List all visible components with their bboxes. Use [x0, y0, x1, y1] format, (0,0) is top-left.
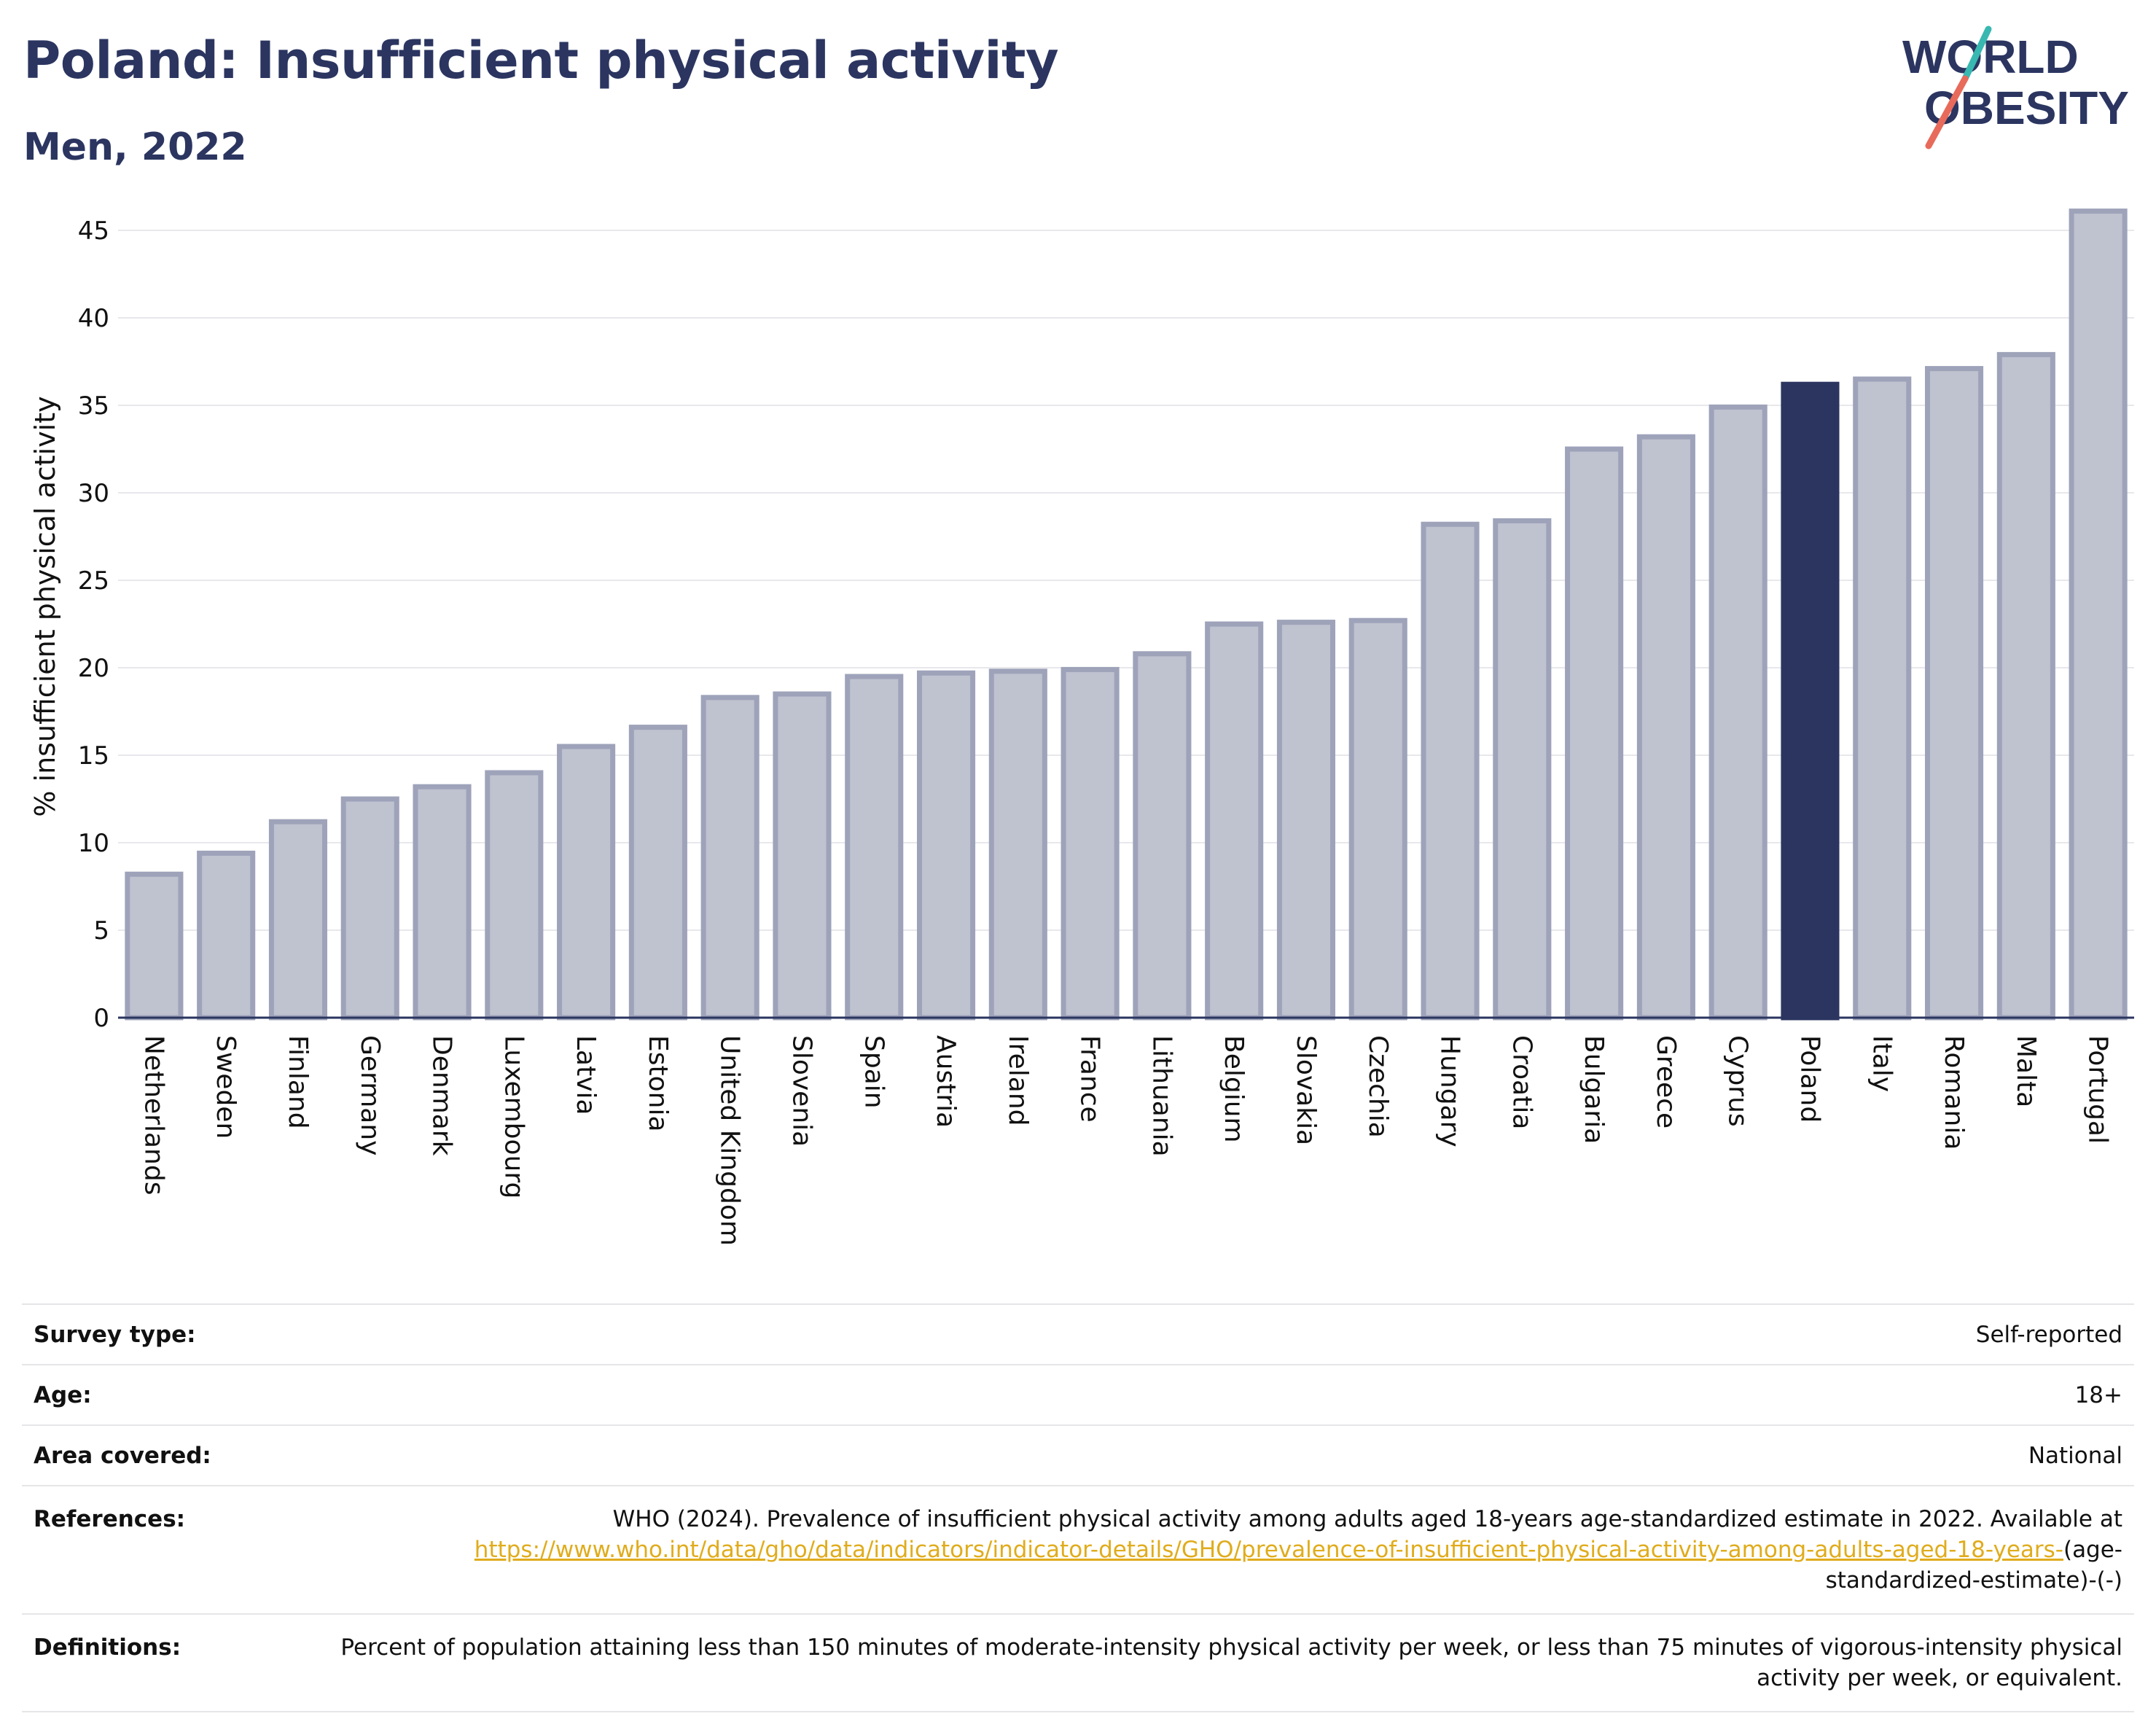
y-tick-label: 15	[78, 741, 109, 771]
x-tick-label: Germany	[355, 1035, 385, 1155]
bar-denmark	[413, 784, 472, 1021]
x-tick-label: Greece	[1651, 1035, 1681, 1128]
x-tick-label: Malta	[2011, 1035, 2041, 1107]
info-row-references: References: WHO (2024). Prevalence of in…	[22, 1485, 2134, 1613]
y-axis-label: % insufficient physical activity	[29, 396, 61, 816]
x-tick-label: Croatia	[1507, 1035, 1536, 1129]
bar-hungary	[1421, 521, 1480, 1021]
age-label: Age:	[34, 1381, 92, 1408]
y-tick-label: 5	[93, 916, 109, 946]
x-tick-label: Czechia	[1363, 1035, 1393, 1138]
bar-romania	[1924, 366, 1984, 1021]
references-suffix: (age-standardized-estimate)-(-)	[1825, 1537, 2122, 1594]
x-tick-label: Slovakia	[1291, 1035, 1321, 1145]
x-tick-label: Lithuania	[1147, 1035, 1176, 1157]
x-tick-label: Cyprus	[1723, 1035, 1753, 1127]
x-tick-label: Portugal	[2083, 1035, 2113, 1144]
logo-slash-bottom	[1925, 75, 1969, 149]
x-tick-label: Estonia	[643, 1035, 673, 1132]
y-tick-label: 40	[78, 304, 109, 333]
bar-bulgaria	[1565, 446, 1624, 1021]
x-tick-label: Poland	[1794, 1035, 1824, 1123]
x-tick-label: United Kingdom	[715, 1035, 745, 1246]
definitions-label: Definitions:	[34, 1634, 181, 1661]
x-tick-label: Luxembourg	[499, 1035, 528, 1198]
x-tick-label: France	[1075, 1035, 1105, 1123]
bar-cyprus	[1708, 404, 1768, 1021]
x-tick-label: Denmark	[427, 1035, 457, 1156]
bar-netherlands	[125, 871, 184, 1021]
x-tick-label: Italy	[1867, 1035, 1897, 1092]
x-tick-label: Ireland	[1003, 1035, 1033, 1126]
bar-germany	[340, 796, 399, 1021]
bar-italy	[1853, 376, 1912, 1021]
x-tick-label: Belgium	[1219, 1035, 1249, 1143]
references-value: WHO (2024). Prevalence of insufficient p…	[340, 1504, 2122, 1596]
x-tick-label: Bulgaria	[1579, 1035, 1609, 1144]
x-tick-label: Netherlands	[138, 1035, 168, 1195]
bar-united-kingdom	[700, 695, 759, 1021]
bar-spain	[845, 674, 904, 1021]
bar-ireland	[988, 668, 1047, 1021]
y-tick-label: 35	[78, 391, 109, 421]
x-tick-label: Romania	[1939, 1035, 1969, 1150]
bar-france	[1061, 666, 1120, 1021]
world-obesity-logo: WORLD OBESITY	[1902, 26, 2129, 149]
info-row-survey-type: Survey type: Self-reported	[22, 1303, 2134, 1364]
x-tick-label: Slovenia	[786, 1035, 816, 1147]
bar-finland	[268, 819, 328, 1021]
info-row-age: Age: 18+	[22, 1364, 2134, 1424]
y-tick-label: 10	[78, 829, 109, 858]
references-text: WHO (2024). Prevalence of insufficient p…	[612, 1506, 2122, 1532]
bar-portugal	[2069, 208, 2128, 1021]
y-tick-label: 45	[78, 217, 109, 246]
references-label: References:	[34, 1506, 186, 1532]
x-tick-label: Finland	[283, 1035, 313, 1129]
x-tick-label: Spain	[859, 1035, 888, 1109]
bar-belgium	[1205, 621, 1264, 1021]
bar-estonia	[628, 725, 687, 1021]
bar-croatia	[1493, 518, 1552, 1021]
area-label: Area covered:	[34, 1442, 211, 1469]
info-row-area: Area covered: National	[22, 1424, 2134, 1485]
bar-lithuania	[1133, 651, 1192, 1021]
x-tick-label: Sweden	[211, 1035, 241, 1139]
bar-slovakia	[1276, 620, 1336, 1021]
references-link[interactable]: https://www.who.int/data/gho/data/indica…	[474, 1537, 2063, 1563]
bar-luxembourg	[485, 770, 544, 1021]
survey-type-value: Self-reported	[1975, 1321, 2122, 1348]
area-value: National	[2028, 1442, 2122, 1469]
y-tick-label: 25	[78, 566, 109, 596]
page-subtitle: Men, 2022	[23, 125, 247, 169]
y-tick-label: 0	[93, 1004, 109, 1033]
bar-malta	[1996, 351, 2055, 1021]
bar-chart: 0 5 10 15 20 25 30 35 40 45 % insufficient physica…	[29, 208, 2134, 1246]
x-tick-label: Latvia	[571, 1035, 601, 1115]
info-row-definitions: Definitions: Percent of population attai…	[22, 1613, 2134, 1712]
logo-line1: WORLD	[1902, 31, 2079, 83]
y-tick-label: 30	[78, 479, 109, 508]
age-value: 18+	[2074, 1381, 2122, 1408]
bar-sweden	[197, 850, 256, 1021]
survey-type-label: Survey type:	[34, 1321, 196, 1348]
info-table: Survey type: Self-reported Age: 18+ Area…	[22, 1303, 2134, 1712]
definitions-value: Percent of population attaining less tha…	[340, 1634, 2122, 1691]
bar-latvia	[557, 744, 616, 1021]
bar-austria	[916, 670, 976, 1021]
x-tick-label: Austria	[931, 1035, 961, 1128]
bar-greece	[1636, 434, 1695, 1021]
bar-czechia	[1348, 617, 1407, 1021]
x-tick-label: Hungary	[1435, 1035, 1465, 1147]
y-tick-label: 20	[78, 654, 109, 683]
bar-poland	[1781, 381, 1840, 1021]
bar-slovenia	[773, 691, 832, 1021]
logo-slash-top	[1961, 26, 1992, 82]
page-title: Poland: Insufficient physical activity	[23, 31, 1059, 90]
